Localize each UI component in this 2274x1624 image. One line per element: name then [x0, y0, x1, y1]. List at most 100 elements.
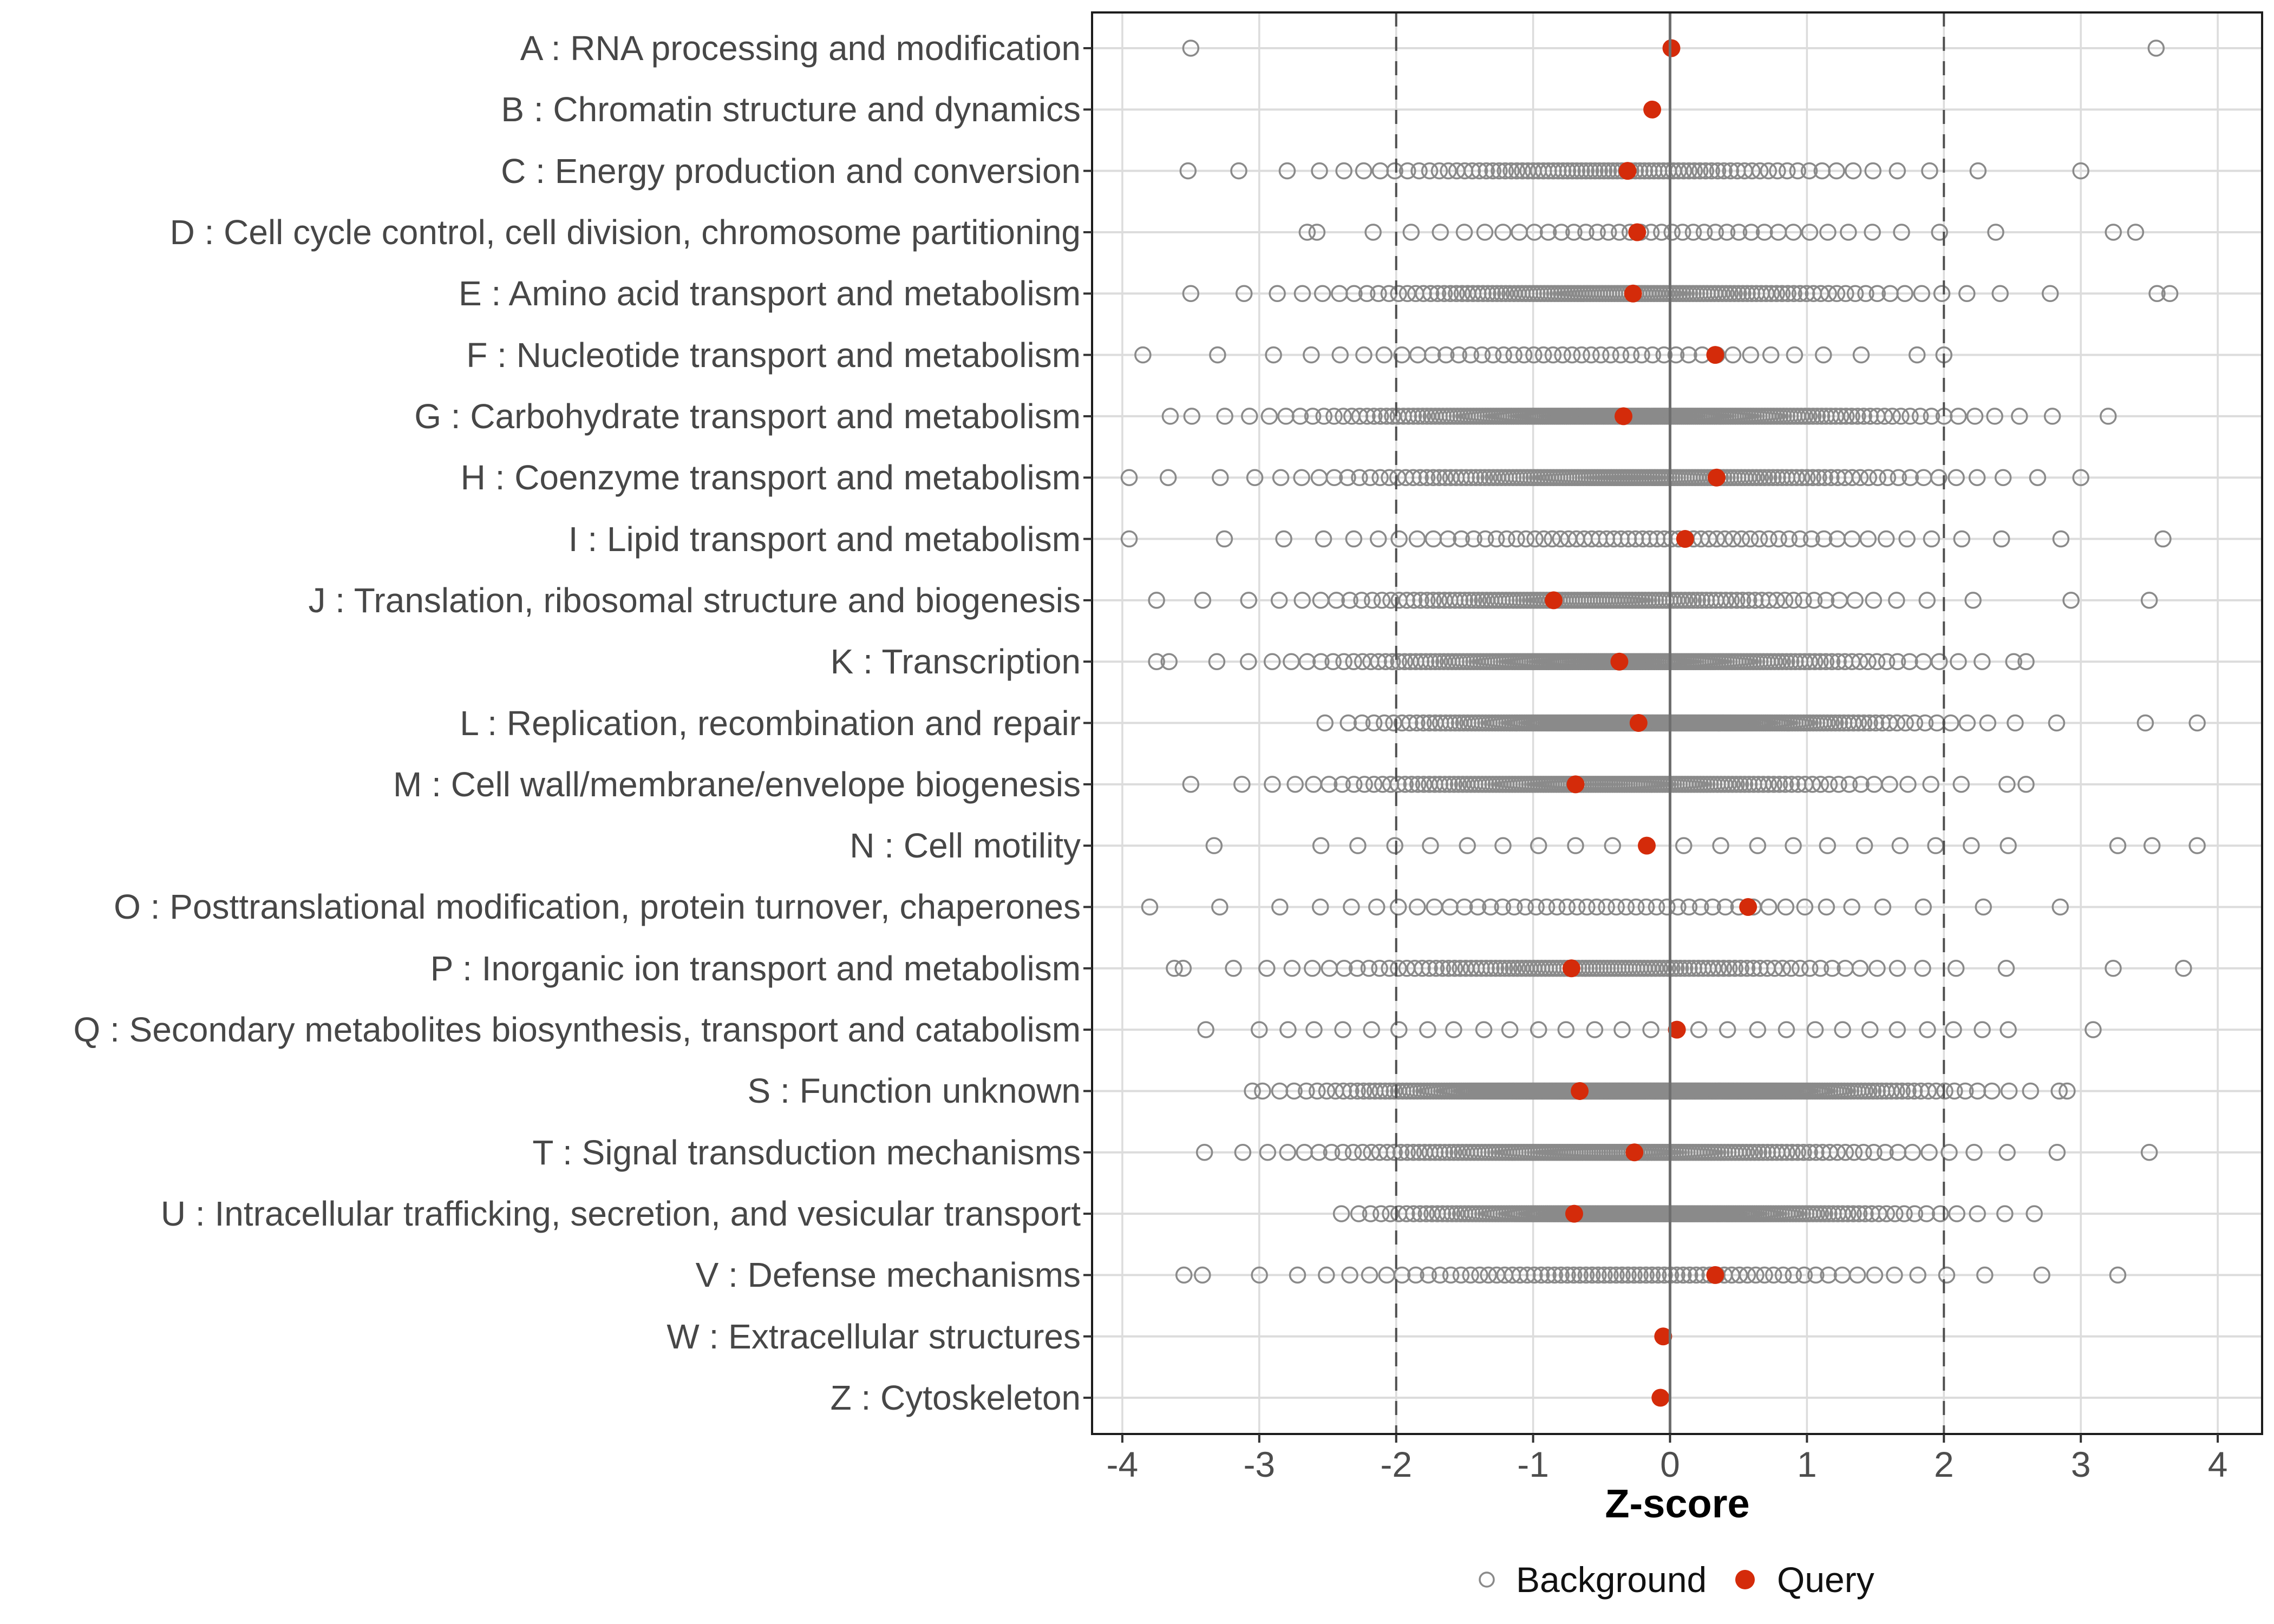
background-point [1722, 162, 1739, 180]
background-point [1848, 1266, 1866, 1284]
legend-label-background: Background [1516, 1560, 1707, 1600]
background-point [1403, 776, 1421, 793]
background-point [1386, 1144, 1403, 1161]
background-point [1826, 714, 1844, 732]
background-point [1852, 776, 1870, 793]
background-point [1422, 285, 1440, 303]
background-point [1953, 530, 1971, 548]
background-point [1991, 285, 2009, 303]
background-point [1442, 1266, 1460, 1284]
background-point [1476, 530, 1494, 548]
background-point [1768, 285, 1786, 303]
background-point [1680, 898, 1698, 916]
background-point [1399, 162, 1416, 180]
background-point [2105, 224, 2122, 241]
background-point [1505, 960, 1522, 977]
background-point [1565, 1266, 1583, 1284]
background-point [1728, 776, 1745, 793]
background-point [1850, 1205, 1868, 1222]
background-point [1446, 960, 1463, 977]
background-point [1251, 1021, 1268, 1038]
background-point [1742, 1144, 1759, 1161]
background-point [1283, 960, 1301, 977]
background-point [1751, 162, 1769, 180]
background-point [2000, 1082, 2018, 1100]
background-point [1795, 592, 1812, 609]
background-point [1482, 960, 1500, 977]
background-point [1544, 530, 1561, 548]
background-point [1916, 714, 1934, 732]
background-point [1194, 1266, 1211, 1284]
background-point [1857, 1205, 1874, 1222]
background-point [1316, 714, 1334, 732]
background-point [1740, 776, 1758, 793]
background-point [1400, 408, 1417, 425]
background-point [1750, 530, 1768, 548]
background-point [1810, 469, 1827, 486]
background-point [1530, 837, 1547, 854]
background-point [1451, 592, 1469, 609]
background-point [1656, 1266, 1673, 1284]
background-point [1431, 653, 1448, 670]
background-point [1760, 898, 1778, 916]
category-label-Q: Q : Secondary metabolites biosynthesis, … [73, 1010, 1081, 1050]
x-axis-tick-marks [1121, 1434, 2219, 1443]
background-point [1360, 960, 1378, 977]
background-legend-circle-icon [1479, 1571, 1495, 1588]
background-point [1851, 960, 1869, 977]
background-point [1817, 653, 1835, 670]
background-point [1899, 1082, 1917, 1100]
background-point [1505, 346, 1522, 364]
background-point [1958, 285, 1976, 303]
background-point [1807, 1266, 1825, 1284]
background-point [1446, 714, 1464, 732]
background-point [1462, 469, 1480, 486]
background-point [1527, 898, 1545, 916]
background-point [1884, 408, 1901, 425]
background-point [1728, 592, 1746, 609]
background-point [1712, 837, 1729, 854]
background-point [1459, 837, 1476, 854]
background-point [1921, 162, 1938, 180]
background-point [1548, 898, 1566, 916]
background-point [1807, 1144, 1825, 1161]
y-axis-tick-marks [1083, 47, 1092, 1399]
background-point [1920, 1144, 1938, 1161]
background-point [1773, 285, 1791, 303]
background-point [1260, 408, 1278, 425]
background-point [1407, 1266, 1424, 1284]
background-point [1278, 162, 1296, 180]
background-point [1883, 1082, 1900, 1100]
background-point [1398, 1205, 1415, 1222]
background-point [1408, 714, 1426, 732]
background-point [1358, 408, 1376, 425]
background-point [1675, 1266, 1692, 1284]
background-point [1553, 224, 1570, 241]
background-point [1392, 1144, 1410, 1161]
background-point [1730, 224, 1748, 241]
background-point [1568, 898, 1586, 916]
background-point [1365, 776, 1383, 793]
background-point [1899, 776, 1917, 793]
background-point [1631, 1266, 1649, 1284]
background-point [1905, 1082, 1923, 1100]
background-point [1335, 408, 1352, 425]
background-point [1369, 530, 1387, 548]
background-point [1739, 285, 1756, 303]
background-point [1691, 162, 1709, 180]
background-point [1625, 1266, 1643, 1284]
background-point [1828, 285, 1846, 303]
background-point [1508, 162, 1526, 180]
background-point [1999, 1021, 2017, 1038]
background-point [1341, 1266, 1358, 1284]
background-point [1801, 960, 1819, 977]
background-point [1843, 408, 1860, 425]
background-point [1762, 285, 1780, 303]
query-legend-dot-icon [1735, 1570, 1755, 1589]
background-point [1342, 1082, 1360, 1100]
background-point [1726, 960, 1743, 977]
background-point [1886, 1266, 1903, 1284]
background-point [1455, 224, 1473, 241]
x-axis-title: Z-score [1605, 1481, 1750, 1526]
background-point [1440, 162, 1457, 180]
